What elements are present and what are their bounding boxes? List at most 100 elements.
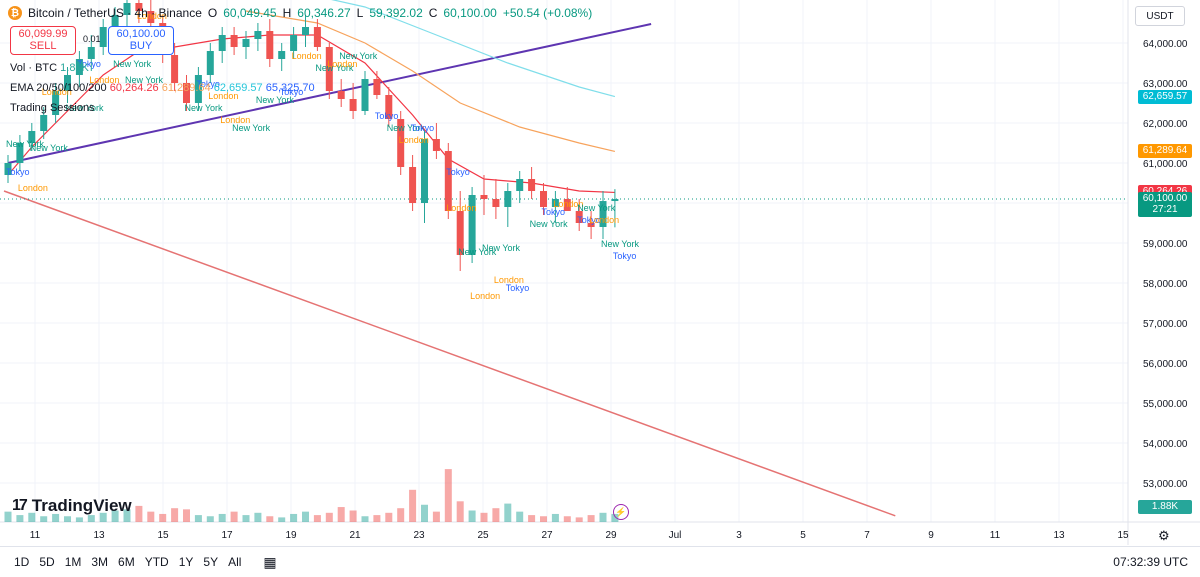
range-1m[interactable]: 1M bbox=[64, 555, 82, 569]
range-1y[interactable]: 1Y bbox=[178, 555, 194, 569]
session-label: London bbox=[18, 183, 48, 193]
range-all[interactable]: All bbox=[228, 555, 242, 569]
x-tick-label: 13 bbox=[1053, 530, 1065, 541]
session-label: London bbox=[327, 59, 357, 69]
candle-body bbox=[456, 211, 464, 255]
gear-icon[interactable]: ⚙ bbox=[1158, 528, 1170, 543]
session-label: Tokyo bbox=[613, 251, 637, 261]
volume-bar bbox=[218, 513, 226, 522]
ema100-line bbox=[331, 0, 616, 98]
candle-body bbox=[16, 143, 24, 163]
calendar-icon[interactable]: ▦ bbox=[263, 553, 277, 570]
sell-button[interactable]: 60,099.99 SELL bbox=[10, 26, 76, 55]
range-1d[interactable]: 1D bbox=[14, 555, 30, 569]
candle-body bbox=[480, 195, 488, 199]
tradingview-mark-icon: 17 bbox=[12, 497, 28, 514]
volume-bar bbox=[337, 507, 345, 522]
session-label: New York bbox=[601, 239, 640, 249]
session-label: London bbox=[137, 11, 167, 21]
y-tick-label: 53,000.00 bbox=[1143, 479, 1188, 490]
session-label: Tokyo bbox=[280, 87, 304, 97]
candle-body bbox=[611, 199, 619, 202]
session-label: London bbox=[292, 51, 322, 61]
trading-sessions-indicator[interactable]: Trading Sessions bbox=[10, 102, 95, 114]
session-label: Tokyo bbox=[542, 207, 566, 217]
candle-body bbox=[528, 179, 536, 191]
volume-bar bbox=[290, 513, 298, 522]
candle-body bbox=[135, 3, 143, 11]
brand-name: TradingView bbox=[31, 496, 132, 515]
y-tick-label: 56,000.00 bbox=[1143, 359, 1188, 370]
volume-bar bbox=[171, 508, 179, 522]
candle-body bbox=[587, 223, 595, 227]
range-ytd[interactable]: YTD bbox=[144, 555, 169, 569]
range-5y[interactable]: 5Y bbox=[203, 555, 219, 569]
x-tick-label: 15 bbox=[1117, 530, 1129, 541]
candle-body bbox=[242, 39, 250, 47]
volume-bar bbox=[87, 515, 95, 522]
range-5d[interactable]: 5D bbox=[39, 555, 55, 569]
candle-body bbox=[183, 83, 190, 103]
session-label: New York bbox=[232, 123, 271, 133]
volume-bar bbox=[444, 469, 452, 522]
candle-body bbox=[111, 15, 119, 27]
range-3m[interactable]: 3M bbox=[91, 555, 109, 569]
candle-body bbox=[599, 201, 607, 227]
session-label: New York bbox=[315, 63, 354, 73]
volume-bar bbox=[563, 516, 571, 522]
volume-bar bbox=[492, 508, 500, 522]
volume-bar bbox=[480, 512, 488, 522]
candle-body bbox=[40, 115, 48, 131]
volume-bar bbox=[4, 511, 12, 522]
volume-bar bbox=[266, 516, 274, 522]
candle-body bbox=[254, 31, 262, 39]
ohlc-open: 60,049.45 bbox=[223, 6, 277, 20]
currency-button[interactable]: USDT bbox=[1135, 6, 1185, 26]
volume-indicator[interactable]: Vol · BTC 1.88K bbox=[10, 62, 89, 74]
ema-indicator[interactable]: EMA 20/50/100/200 60,264.26 61,289.64 62… bbox=[10, 82, 315, 94]
session-label: London bbox=[553, 199, 583, 209]
candle-body bbox=[266, 31, 274, 59]
candle-body bbox=[230, 35, 238, 47]
candle-body bbox=[563, 199, 571, 211]
volume-bar bbox=[575, 517, 583, 522]
candle-body bbox=[432, 139, 440, 151]
volume-bar bbox=[468, 510, 476, 522]
spread-value: 0.01 bbox=[83, 34, 101, 44]
volume-bar bbox=[123, 509, 131, 522]
x-tick-label: Jul bbox=[669, 530, 682, 541]
volume-bar bbox=[206, 516, 214, 522]
candle-body bbox=[147, 11, 155, 23]
candle-body bbox=[409, 167, 417, 203]
candle-body bbox=[337, 91, 345, 99]
candle-body bbox=[385, 95, 393, 119]
volume-bar bbox=[373, 515, 381, 522]
session-label: Tokyo bbox=[506, 283, 530, 293]
buy-label: BUY bbox=[129, 40, 153, 52]
volume-bar bbox=[99, 512, 107, 522]
volume-bar bbox=[599, 512, 607, 522]
flash-icon[interactable]: ⚡ bbox=[613, 504, 629, 520]
range-6m[interactable]: 6M bbox=[118, 555, 135, 569]
x-tick-label: 23 bbox=[413, 530, 425, 541]
volume-bar bbox=[421, 504, 428, 522]
y-tick-label: 57,000.00 bbox=[1143, 319, 1188, 330]
x-tick-label: 29 bbox=[605, 530, 617, 541]
buy-button[interactable]: 60,100.00 BUY bbox=[108, 26, 174, 55]
session-label: London bbox=[589, 215, 619, 225]
x-tick-label: 13 bbox=[93, 530, 105, 541]
candle-body bbox=[421, 139, 428, 203]
symbol-title[interactable]: Bitcoin / TetherUS · 4h · Binance bbox=[28, 6, 202, 20]
session-label: Tokyo bbox=[196, 79, 220, 89]
y-tick-label: 54,000.00 bbox=[1143, 439, 1188, 450]
price-tag: 27:21 bbox=[1138, 203, 1192, 218]
sell-label: SELL bbox=[29, 40, 57, 52]
candle-body bbox=[397, 119, 405, 167]
volume-bar bbox=[313, 515, 321, 522]
session-label: London bbox=[220, 115, 250, 125]
x-tick-label: 17 bbox=[221, 530, 233, 541]
ema50-value: 61,289.64 bbox=[161, 82, 211, 94]
clock[interactable]: 07:32:39 UTC bbox=[1113, 555, 1188, 569]
x-tick-label: 25 bbox=[477, 530, 489, 541]
